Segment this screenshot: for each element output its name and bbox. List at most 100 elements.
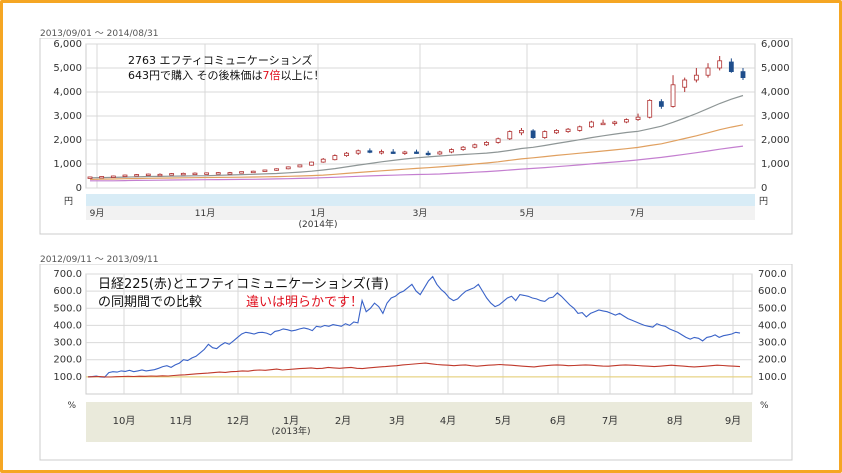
chart2-ytick-right: 100.0 <box>758 372 787 383</box>
chart1-ytick-left: 3,000 <box>53 111 82 122</box>
chart1-candle-body <box>507 131 513 140</box>
chart2-annotation-line2: の同期間での比較 違いは明らかです！ <box>98 294 364 310</box>
chart1-candle-body <box>239 171 244 174</box>
chart2-year-label: (2013年) <box>272 425 311 437</box>
chart1-ytick-right: 1,000 <box>761 159 790 170</box>
chart1-candle-body <box>379 151 384 154</box>
chart1-candle-body <box>297 164 303 168</box>
chart2-ytick-left: 200.0 <box>53 355 82 366</box>
chart1-candle-body <box>285 166 291 170</box>
chart2-ytick-left: 600.0 <box>53 286 82 297</box>
chart1-moving-average-2 <box>89 124 744 180</box>
chart1-ytick-right: 3,000 <box>761 111 790 122</box>
chart1-candle-body <box>309 161 314 166</box>
chart1-ytick-right: 6,000 <box>761 39 790 50</box>
chart2-ytick-right: 700.0 <box>758 269 787 280</box>
chart1-candle-body <box>274 168 279 171</box>
chart1-xtick: 11月 <box>195 208 215 219</box>
chart1-candle-body <box>122 174 128 177</box>
chart1-candle-body <box>705 67 711 76</box>
chart1-candle-body <box>542 131 548 138</box>
chart2-ytick-right: 600.0 <box>758 286 787 297</box>
chart1-candle-body <box>693 74 699 81</box>
chart1-candle-body <box>658 101 664 107</box>
chart1-candle-body <box>332 155 338 161</box>
chart2-annotation: 日経225(赤)とエフティコミュニケーションズ(青) の同期間での比較 違いは明ら… <box>98 276 389 311</box>
chart1-moving-average-3 <box>90 145 744 182</box>
chart1-volume-band <box>86 194 755 206</box>
chart1-ytick-right: 5,000 <box>761 63 790 74</box>
stock-price-chart: 6,000 6,000 5,000 5,000 4,000 4,000 3,000 3,000… <box>39 38 793 235</box>
chart1-annotation-line1: 2763 エフティコミュニケーションズ <box>128 54 313 67</box>
chart1-candle-body <box>204 172 210 175</box>
chart1-ytick-right: 4,000 <box>761 87 790 98</box>
chart1-candle-body <box>460 146 466 150</box>
chart1-candle-body <box>589 121 594 128</box>
chart1-candle-body <box>262 169 268 172</box>
chart1-candle-body <box>390 151 396 154</box>
chart2-series-line-1 <box>87 275 741 378</box>
chart2-xtick: 12月 <box>227 415 250 427</box>
chart2-xtick: 9月 <box>725 415 741 427</box>
chart1-candle-body <box>157 173 163 177</box>
chart1-ytick-left: 2,000 <box>53 135 82 146</box>
chart2-xtick: 11月 <box>170 415 193 427</box>
chart2-border <box>39 264 793 461</box>
chart1-candle-body <box>484 142 489 146</box>
chart1-candle-body <box>612 121 618 124</box>
chart1-candle-body <box>250 170 256 174</box>
chart1-candle-body <box>344 152 349 156</box>
chart1-ytick-right: 2,000 <box>761 135 790 146</box>
chart1-yunit-left: 円 <box>64 196 73 207</box>
chart2-ytick-right: 400.0 <box>758 320 787 331</box>
chart1-candle-body <box>227 172 233 175</box>
chart1-annotation-line2: 643円で購入 その後株価は7倍以上に！ <box>128 68 325 82</box>
chart1-ytick-left: 5,000 <box>53 63 82 74</box>
chart1-candle-body <box>472 144 478 148</box>
chart1-axis-band <box>86 206 755 220</box>
chart1-xtick: 3月 <box>413 208 428 219</box>
chart2-ytick-left: 300.0 <box>53 338 82 349</box>
chart1-candle-body <box>635 116 641 120</box>
chart1-candle-body <box>320 158 326 163</box>
chart1-candle-body <box>682 79 688 88</box>
chart2-date-range: 2012/09/11 ～ 2013/09/11 <box>40 255 159 265</box>
chart1-ytick-left: 1,000 <box>53 159 82 170</box>
chart2-series-line-2 <box>87 362 741 378</box>
chart1-candle-body <box>519 130 524 134</box>
chart1-candle-body <box>192 172 198 176</box>
chart2-ytick-right: 500.0 <box>758 303 787 314</box>
chart1-candle-body <box>717 60 723 69</box>
chart1-ytick-left: 6,000 <box>53 39 82 50</box>
chart2-annotation-line1: 日経225(赤)とエフティコミュニケーションズ(青) <box>98 277 389 292</box>
chart2-ytick-right: 200.0 <box>758 355 787 366</box>
chart2-xtick: 2月 <box>335 415 351 427</box>
chart1-moving-average-1 <box>89 94 744 179</box>
chart1-xtick: 7月 <box>630 208 645 219</box>
chart1-candle-body <box>414 151 419 154</box>
chart2-yunit-left: % <box>67 401 76 411</box>
comparison-chart: 700.0 700.0 600.0 600.0 500.0 500.0 400.0 400.0… <box>39 264 793 461</box>
chart1-candle-body <box>169 173 175 176</box>
chart2-ytick-right: 300.0 <box>758 338 787 349</box>
chart2-ytick-left: 400.0 <box>53 320 82 331</box>
chart2-ytick-left: 500.0 <box>53 303 82 314</box>
chart2-xtick: 3月 <box>389 415 405 427</box>
chart2-xtick: 7月 <box>602 415 618 427</box>
chart2-axis-band <box>86 402 752 442</box>
chart1-candle-body <box>215 172 221 175</box>
chart1-candle-body <box>134 174 140 177</box>
chart1-candle-body <box>565 128 571 132</box>
chart1-candle-body <box>670 84 676 107</box>
chart2-ytick-left: 100.0 <box>53 372 82 383</box>
chart1-xtick: 5月 <box>520 208 535 219</box>
chart1-candle-body <box>145 173 151 176</box>
chart1-candle-body <box>180 172 186 176</box>
chart2-xtick: 8月 <box>667 415 683 427</box>
chart2-yunit-right: % <box>760 401 769 411</box>
chart1-candle-body <box>425 152 431 156</box>
chart1-candle-body <box>110 175 116 178</box>
chart1-candle-body <box>647 100 653 118</box>
chart1-candle-body <box>728 61 734 72</box>
